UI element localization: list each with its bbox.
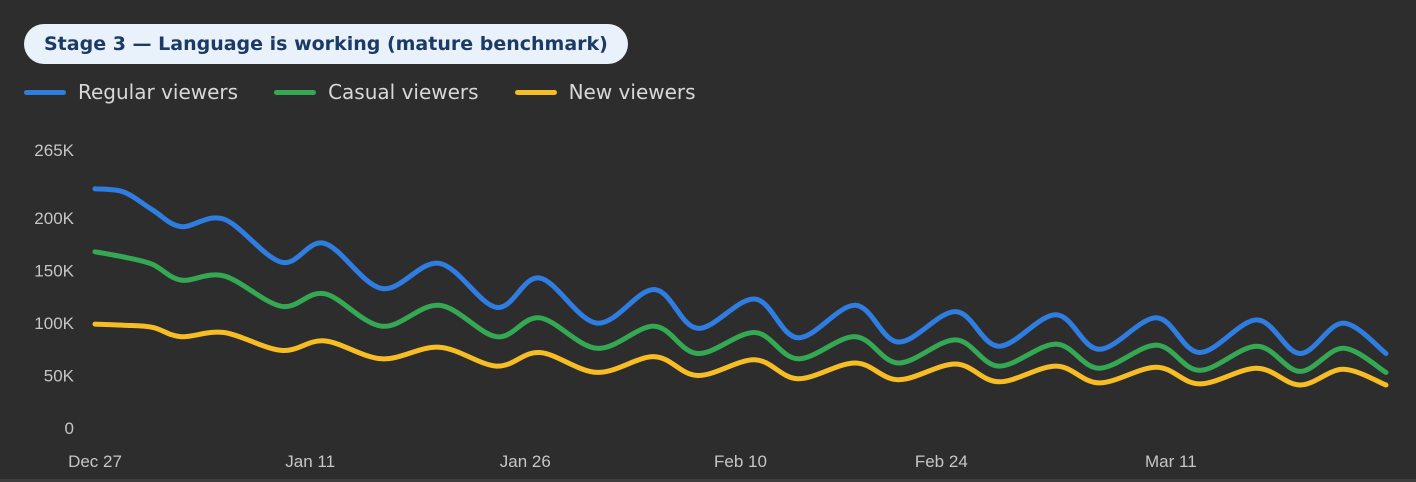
legend-item-casual-viewers[interactable]: Casual viewers bbox=[274, 80, 479, 104]
legend-swatch-casual-viewers bbox=[274, 89, 317, 95]
legend-item-regular-viewers[interactable]: Regular viewers bbox=[24, 80, 238, 104]
y-tick-label: 265K bbox=[34, 141, 74, 160]
legend-label-regular-viewers: Regular viewers bbox=[78, 80, 239, 104]
legend-swatch-new-viewers bbox=[514, 89, 557, 95]
stage-badge: Stage 3 — Language is working (mature be… bbox=[24, 24, 628, 64]
y-tick-label: 100K bbox=[34, 314, 74, 333]
stage-badge-label: Stage 3 — Language is working (mature be… bbox=[44, 33, 608, 55]
x-tick-label: Dec 27 bbox=[68, 452, 122, 471]
x-tick-label: Feb 10 bbox=[714, 452, 767, 471]
x-axis: Dec 27 Jan 11 Jan 26 Feb 10 Feb 24 Mar 11 bbox=[68, 452, 1197, 471]
bottom-divider bbox=[0, 479, 1416, 482]
x-tick-label: Feb 24 bbox=[915, 452, 968, 471]
series-line-new-viewers bbox=[92, 321, 1389, 388]
y-tick-label: 150K bbox=[34, 262, 74, 281]
legend-label-casual-viewers: Casual viewers bbox=[328, 80, 479, 104]
y-tick-label: 50K bbox=[44, 367, 75, 386]
chart-legend: Regular viewers Casual viewers New viewe… bbox=[24, 80, 732, 104]
series-line-regular-viewers bbox=[92, 186, 1389, 357]
legend-label-new-viewers: New viewers bbox=[568, 80, 696, 104]
y-tick-label: 0 bbox=[65, 419, 74, 438]
series-line-casual-viewers bbox=[92, 249, 1389, 375]
x-tick-label: Mar 11 bbox=[1145, 452, 1197, 471]
legend-item-new-viewers[interactable]: New viewers bbox=[514, 80, 696, 104]
x-tick-label: Jan 26 bbox=[500, 452, 551, 471]
y-tick-label: 200K bbox=[34, 209, 74, 228]
plot-series bbox=[92, 186, 1389, 388]
legend-swatch-regular-viewers bbox=[24, 89, 66, 95]
y-axis: 0 50K 100K 150K 200K 265K bbox=[34, 141, 74, 438]
x-tick-label: Jan 11 bbox=[285, 452, 335, 471]
